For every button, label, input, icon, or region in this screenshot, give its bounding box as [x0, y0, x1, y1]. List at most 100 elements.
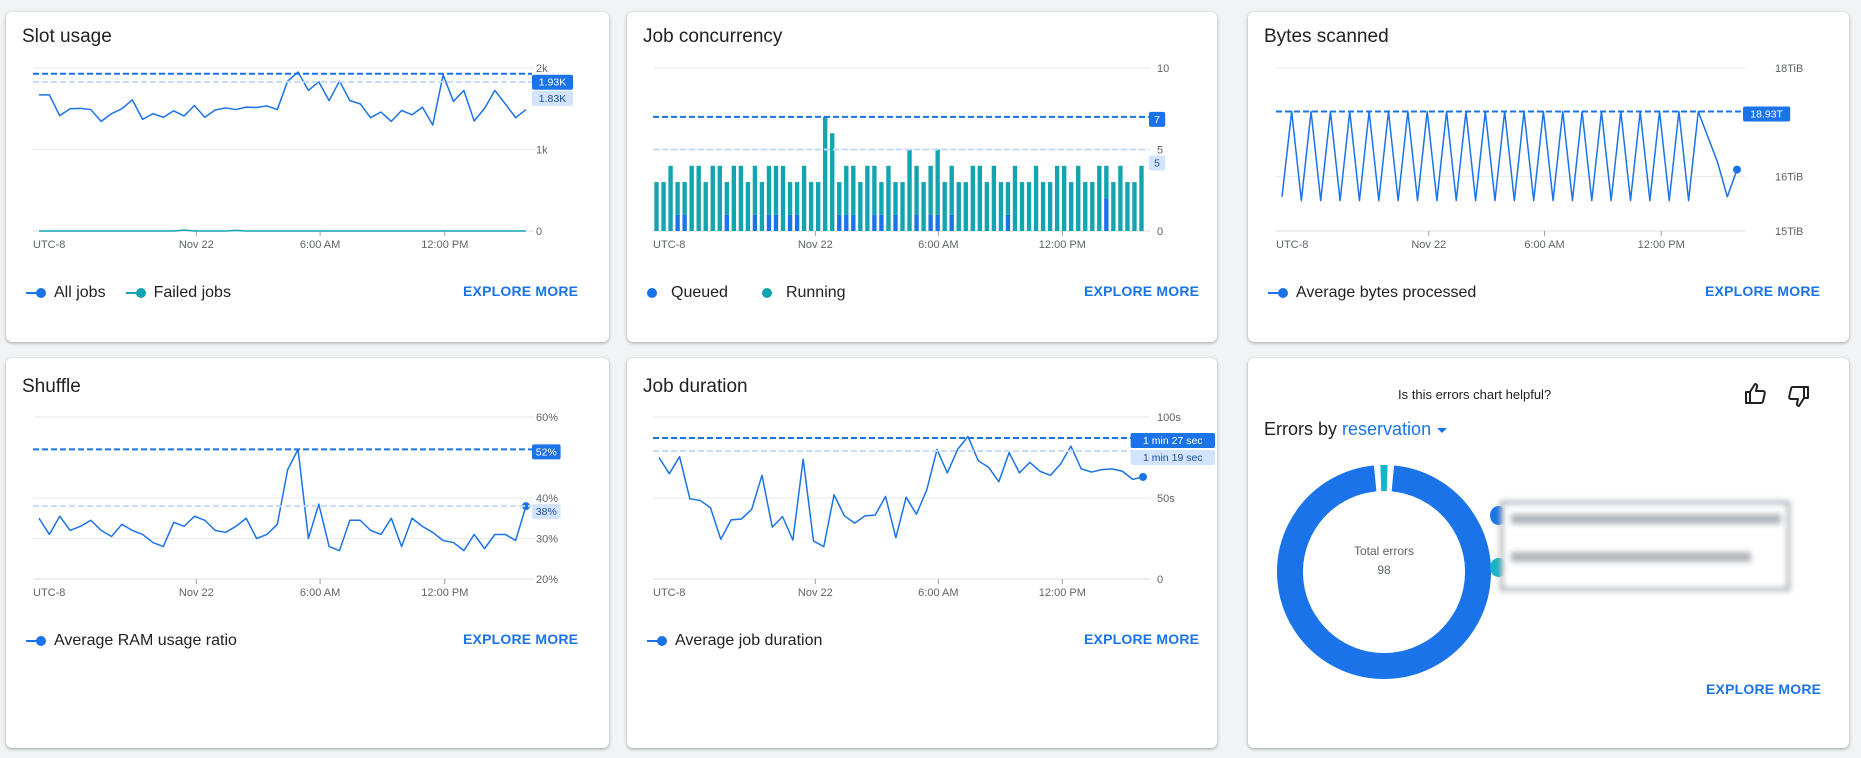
bar-running — [1054, 165, 1060, 231]
reference-badge-label: 7 — [1154, 114, 1160, 126]
y-tick-label: 100s — [1157, 412, 1181, 424]
x-tick-label: Nov 22 — [798, 239, 833, 251]
bar-queued — [893, 214, 898, 231]
bar-running — [928, 165, 933, 215]
reference-badge-label: 52% — [536, 446, 557, 458]
job-duration-card: Job duration 0 50s 100s UTC-8 Nov 22 6:00 AM 1… — [627, 358, 1217, 748]
x-tick-label: UTC-8 — [33, 587, 65, 599]
bar-queued — [837, 214, 842, 231]
bar-queued — [682, 214, 687, 231]
bar-queued — [794, 214, 800, 231]
bar-running — [1047, 182, 1053, 231]
dot-icon — [761, 288, 772, 298]
bar-running — [1026, 182, 1032, 231]
bar-running — [689, 165, 694, 231]
bar-running — [900, 182, 905, 231]
bar-running — [1061, 165, 1067, 231]
line-series-icon — [26, 636, 46, 646]
legend-item-average-bytes[interactable]: Average bytes processed — [1268, 284, 1476, 302]
bar-queued — [844, 214, 849, 231]
bar-running — [1012, 165, 1018, 231]
bytes-scanned-chart: 15TiB 16TiB 18TiB UTC-8 Nov 22 6:00 AM 12:00 P… — [1276, 63, 1803, 251]
bar-queued — [879, 214, 884, 231]
errors-donut-chart — [1277, 465, 1491, 679]
card-title: Bytes scanned — [1264, 26, 1389, 47]
legend-label: Running — [785, 284, 846, 301]
legend-label: Average bytes processed — [1296, 284, 1477, 301]
explore-more-button[interactable]: EXPLORE MORE — [1084, 283, 1200, 299]
bar-running — [745, 182, 751, 231]
line-series-icon — [125, 288, 146, 298]
errors-title: Errors by reservation — [1264, 419, 1448, 440]
job-concurrency-card: Job concurrency 0 5 10 UTC-8 Nov 22 6:00 AM 12… — [627, 12, 1217, 342]
bar-running — [696, 165, 701, 231]
bar-running — [717, 165, 722, 231]
bytes-scanned-card: Bytes scanned 15TiB 16TiB 18TiB UTC-8 Nov 22… — [1248, 12, 1849, 342]
bar-running — [921, 182, 926, 231]
bar-running — [1033, 165, 1039, 231]
reference-badge-label: 18.93T — [1750, 108, 1783, 120]
bar-running — [654, 182, 659, 231]
y-tick-label: 16TiB — [1775, 172, 1803, 184]
x-tick-label: Nov 22 — [179, 239, 214, 251]
series-end-dot — [522, 502, 530, 511]
bar-running — [879, 182, 884, 215]
x-tick-label: 6:00 AM — [918, 587, 958, 599]
bar-running — [801, 165, 807, 231]
bar-running — [823, 116, 828, 231]
explore-more-button[interactable]: EXPLORE MORE — [463, 283, 579, 299]
thumbs-up-icon[interactable] — [1744, 382, 1768, 406]
bar-running — [949, 165, 954, 215]
y-tick-label: 30% — [536, 534, 558, 546]
x-tick-label: 6:00 AM — [300, 587, 340, 599]
legend-item-running[interactable]: Running — [761, 284, 846, 302]
x-tick-label: 12:00 PM — [1638, 239, 1685, 251]
bar-running — [977, 165, 983, 231]
bar-running — [963, 182, 968, 231]
bar-queued — [949, 214, 954, 231]
card-title: Job concurrency — [643, 26, 783, 47]
explore-more-button[interactable]: EXPLORE MORE — [1084, 631, 1200, 647]
x-tick-label: UTC-8 — [1276, 239, 1308, 251]
y-tick-label: 5 — [1157, 145, 1163, 157]
x-tick-label: 12:00 PM — [1039, 239, 1086, 251]
thumbs-down-icon[interactable] — [1786, 384, 1810, 408]
chart-legend: Average bytes processed — [1268, 284, 1476, 302]
feedback-question: Is this errors chart helpful? — [1398, 387, 1552, 402]
legend-item-failed-jobs[interactable]: Failed jobs — [125, 284, 231, 302]
bar-queued — [928, 214, 933, 231]
reference-badge — [1149, 155, 1166, 171]
total-errors-value: 98 — [1377, 563, 1391, 577]
explore-more-button[interactable]: EXPLORE MORE — [1705, 283, 1821, 299]
x-tick-label: Nov 22 — [798, 587, 833, 599]
donut-center-label: Total errors 98 — [1319, 542, 1449, 580]
legend-label: All jobs — [54, 284, 106, 301]
bar-running — [942, 182, 947, 231]
bar-running — [1132, 182, 1137, 231]
reference-badge-label: 5 — [1154, 158, 1160, 170]
reference-badge — [532, 444, 561, 460]
legend-item-all-jobs[interactable]: All jobs — [26, 284, 106, 302]
bar-running — [1005, 182, 1011, 215]
bar-queued — [766, 214, 772, 231]
bar-running — [682, 182, 687, 215]
line-series-icon — [647, 636, 667, 646]
bar-running — [844, 165, 849, 215]
card-title: Job duration — [643, 376, 748, 397]
dimension-dropdown[interactable]: reservation — [1342, 419, 1448, 439]
bar-running — [731, 165, 737, 231]
bar-running — [1083, 182, 1088, 231]
bar-queued — [1104, 198, 1109, 231]
bar-queued — [675, 214, 680, 231]
series-line-failed-jobs — [39, 229, 526, 232]
legend-item-average-duration[interactable]: Average job duration — [647, 632, 822, 650]
bar-queued — [773, 214, 779, 231]
bar-queued — [787, 214, 793, 231]
explore-more-button[interactable]: EXPLORE MORE — [463, 631, 579, 647]
bar-queued — [851, 214, 856, 231]
redacted-legend-labels — [1500, 501, 1790, 591]
legend-item-average-ram[interactable]: Average RAM usage ratio — [26, 632, 237, 650]
x-tick-label: 12:00 PM — [1039, 587, 1086, 599]
explore-more-button[interactable]: EXPLORE MORE — [1706, 681, 1822, 697]
legend-item-queued[interactable]: Queued — [647, 284, 728, 302]
